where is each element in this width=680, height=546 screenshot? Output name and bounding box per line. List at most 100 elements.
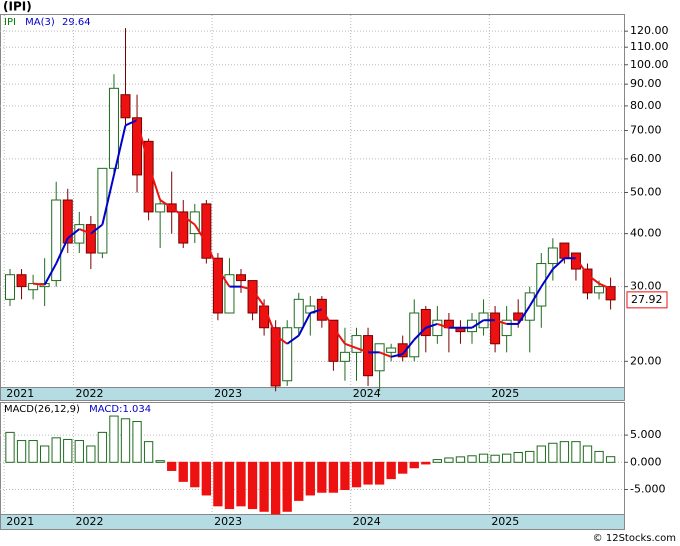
legend-ma-value: 29.64 (62, 17, 91, 28)
macd-bar (213, 461, 223, 507)
macd-bar (363, 461, 373, 485)
ma-segment (321, 308, 335, 329)
ma-segment (43, 263, 58, 286)
macd-bar (259, 461, 269, 512)
macd-bar (97, 431, 108, 463)
y-tick-label: 110.00 (630, 40, 669, 53)
candle-body (594, 286, 605, 294)
price-label: 27.92 (631, 293, 663, 306)
x-tick-label: 2023 (214, 515, 242, 528)
y-tick-label: 60.00 (630, 152, 662, 165)
y-tick-label: -5.000 (630, 483, 665, 496)
candle-body (339, 351, 350, 362)
y-tick-label: 0.000 (630, 455, 662, 468)
ma-segment (297, 312, 312, 337)
ma-segment (263, 305, 277, 336)
candle-body (547, 247, 558, 265)
year-band (0, 387, 625, 401)
candle-body (559, 242, 570, 259)
ma-segment (552, 257, 566, 270)
ma-segment (125, 119, 138, 127)
y-tick-label: 90.00 (630, 77, 662, 90)
y-tick-label: 120.00 (630, 24, 669, 37)
candle-body (432, 319, 443, 337)
ma-segment (136, 119, 150, 166)
candle-body (189, 211, 200, 235)
macd-bar (432, 459, 443, 463)
candle-body (201, 203, 212, 259)
macd-bar (582, 445, 593, 463)
candle-body (420, 308, 431, 337)
candle-body (212, 257, 223, 314)
macd-bar (501, 453, 512, 463)
candle-body (85, 224, 96, 254)
macd-bar (224, 461, 235, 510)
macd-title: MACD(26,12,9) (4, 404, 80, 415)
macd-bar (605, 456, 616, 463)
candle-body (235, 274, 247, 282)
candle-body (363, 335, 374, 377)
y-tick-label: 70.00 (630, 123, 662, 136)
ma-segment (540, 268, 554, 288)
macd-bar (28, 440, 38, 463)
x-tick-label: 2025 (491, 387, 519, 400)
x-tick-label: 2022 (76, 387, 104, 400)
ma-segment (78, 228, 92, 235)
candle-body (259, 305, 270, 329)
ma-segment (101, 174, 115, 225)
price-box (626, 291, 668, 309)
macd-bar (513, 452, 523, 463)
ma-segment (112, 125, 127, 176)
candle-body (605, 286, 616, 301)
candle-body (536, 263, 547, 307)
macd-bar (294, 461, 304, 501)
ma-segment (147, 164, 162, 201)
candle-body (51, 199, 62, 282)
candle-body (108, 87, 119, 169)
ma-segment (494, 319, 507, 325)
candle-body (4, 274, 16, 300)
ma-segment (55, 237, 69, 264)
macd-bar (155, 460, 165, 463)
ma-segment (528, 286, 543, 307)
macd-bar (386, 461, 396, 480)
candle-body (490, 312, 501, 345)
ma-segment (586, 273, 600, 285)
candle-body (397, 343, 408, 358)
macd-bar (305, 461, 315, 496)
candle-body (224, 274, 235, 314)
macd-bar (536, 445, 546, 463)
x-tick-label: 2023 (214, 387, 242, 400)
macd-legend: MACD(26,12,9) MACD:1.034 (4, 404, 151, 415)
candle-body (282, 327, 293, 382)
macd-bar (270, 461, 281, 515)
candle-body (247, 280, 258, 314)
candle-body (293, 298, 304, 329)
macd-bar (120, 418, 131, 463)
ma-segment (159, 199, 173, 209)
macd-prefix: MACD: (89, 404, 122, 415)
macd-bar (86, 445, 96, 463)
ma-segment (356, 347, 369, 354)
ma-segment (390, 353, 403, 358)
ma-segment (193, 224, 208, 244)
legend: IPI MA(3) 29.64 (4, 17, 91, 28)
y-tick-label: 5.000 (630, 428, 662, 441)
macd-bar (39, 445, 50, 463)
candle-body (178, 211, 189, 244)
ma-segment (67, 228, 80, 240)
macd-bar (478, 453, 489, 463)
ma-segment (344, 342, 357, 349)
candle-body (374, 343, 385, 372)
ma-segment (251, 289, 265, 307)
x-tick-label: 2025 (491, 515, 519, 528)
candle-body (62, 199, 73, 244)
ma-segment (401, 339, 416, 355)
y-tick-label: 30.00 (630, 280, 662, 293)
macd-bar (409, 461, 419, 469)
macd-bar (190, 461, 200, 488)
y-tick-label: 100.00 (630, 58, 669, 71)
candle-body (328, 319, 339, 362)
